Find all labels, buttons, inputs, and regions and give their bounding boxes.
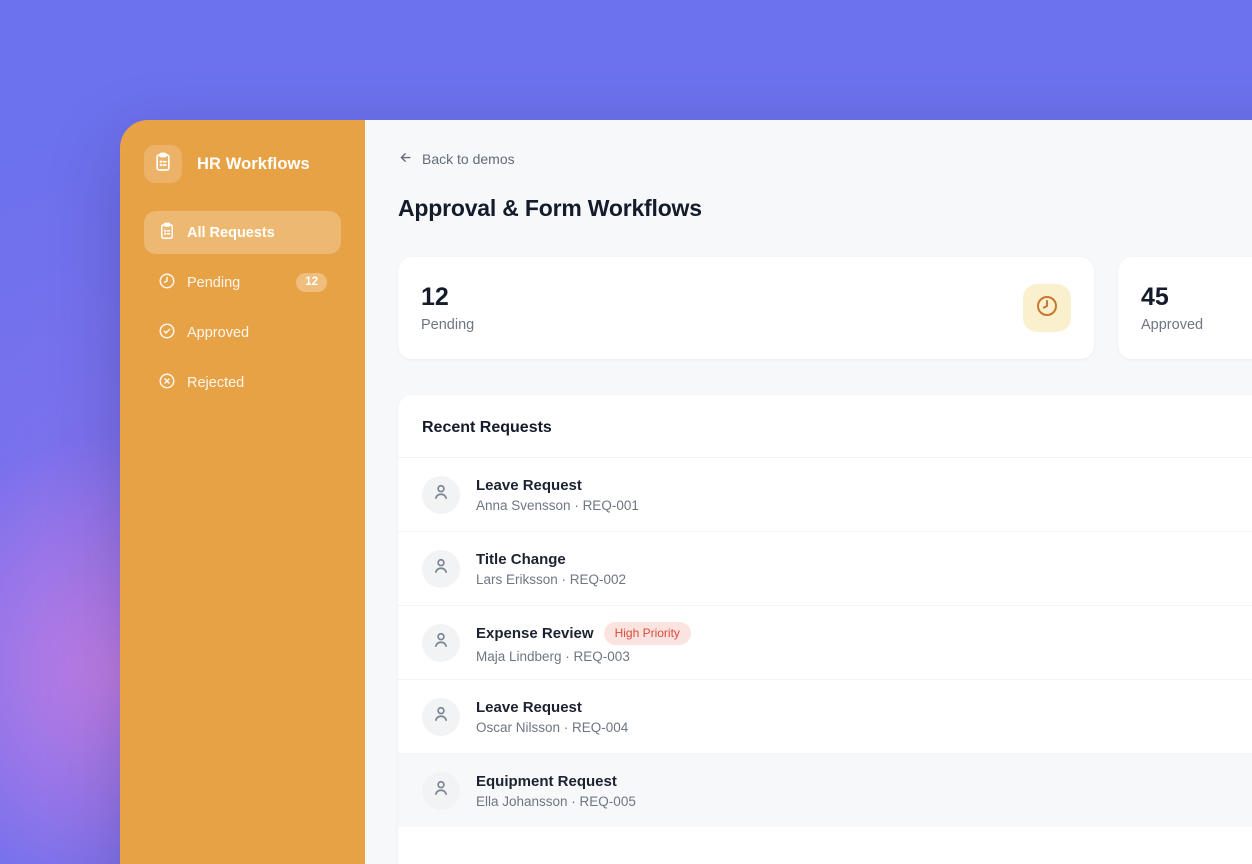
request-title: Leave Request bbox=[476, 698, 582, 716]
app-window: HR Workflows All Requests bbox=[120, 120, 1252, 864]
request-subtitle: Maja Lindberg · REQ-003 bbox=[476, 648, 630, 664]
user-icon bbox=[431, 630, 451, 655]
request-title: Title Change bbox=[476, 550, 566, 568]
request-subtitle: Oscar Nilsson · REQ-004 bbox=[476, 719, 629, 735]
avatar bbox=[422, 475, 460, 514]
request-title: Expense Review bbox=[476, 624, 594, 642]
stat-text: 12 Pending bbox=[421, 283, 474, 333]
request-subtitle: Anna Svensson · REQ-001 bbox=[476, 497, 639, 513]
request-row-req-003[interactable]: Expense Review High Priority Maja Lindbe… bbox=[398, 605, 1252, 679]
request-row-req-002[interactable]: Title Change Lars Eriksson · REQ-002 bbox=[398, 531, 1252, 605]
stat-value: 45 bbox=[1141, 283, 1169, 311]
sidebar-item-rejected[interactable]: Rejected bbox=[144, 361, 341, 404]
stat-label: Pending bbox=[421, 317, 475, 333]
avatar bbox=[422, 697, 460, 736]
stat-card-pending: 12 Pending bbox=[398, 257, 1094, 359]
avatar bbox=[422, 549, 460, 588]
request-title: Equipment Request bbox=[476, 772, 617, 790]
sidebar-item-pending[interactable]: Pending 12 bbox=[144, 261, 341, 304]
brand-title: HR Workflows bbox=[197, 154, 310, 173]
high-priority-badge: High Priority bbox=[603, 621, 691, 645]
user-icon bbox=[431, 704, 451, 729]
arrow-left-icon bbox=[398, 150, 413, 168]
request-row-text: Equipment Request Ella Johansson · REQ-0… bbox=[476, 773, 636, 809]
user-icon bbox=[431, 482, 451, 507]
sidebar-item-label: Approved bbox=[187, 324, 250, 341]
avatar bbox=[422, 623, 460, 662]
check-circle-icon bbox=[158, 322, 176, 344]
avatar bbox=[422, 771, 460, 810]
page-title: Approval & Form Workflows bbox=[398, 195, 702, 221]
recent-requests-card: Recent Requests Leave Request Anna Svens… bbox=[398, 395, 1252, 864]
sidebar-item-label: All Requests bbox=[187, 224, 275, 241]
request-row-text: Leave Request Oscar Nilsson · REQ-004 bbox=[476, 699, 628, 735]
request-row-req-005[interactable]: Equipment Request Ella Johansson · REQ-0… bbox=[398, 753, 1252, 827]
request-row-text: Title Change Lars Eriksson · REQ-002 bbox=[476, 551, 626, 587]
stat-iconbox bbox=[1023, 284, 1071, 332]
stat-value: 12 bbox=[421, 283, 449, 311]
x-circle-icon bbox=[158, 372, 176, 394]
sidebar-item-label: Rejected bbox=[187, 374, 245, 391]
clipboard-list-icon bbox=[153, 152, 173, 177]
request-subtitle: Lars Eriksson · REQ-002 bbox=[476, 571, 627, 587]
stat-text: 45 Approved bbox=[1141, 283, 1203, 333]
user-icon bbox=[431, 778, 451, 803]
stats-row: 12 Pending 45 Approved bbox=[398, 257, 1252, 359]
request-row-text: Expense Review High Priority Maja Lindbe… bbox=[476, 621, 691, 664]
clipboard-list-icon bbox=[158, 222, 176, 244]
sidebar-nav: All Requests Pending 12 bbox=[144, 211, 341, 404]
stat-label: Approved bbox=[1141, 317, 1204, 333]
request-title: Leave Request bbox=[476, 476, 582, 494]
stat-card-approved: 45 Approved bbox=[1118, 257, 1252, 359]
request-row-req-004[interactable]: Leave Request Oscar Nilsson · REQ-004 bbox=[398, 679, 1252, 753]
clock-icon bbox=[158, 272, 176, 294]
pending-count-badge: 12 bbox=[296, 272, 327, 293]
main-content: Back to demos Approval & Form Workflows … bbox=[365, 120, 1252, 864]
clock-icon bbox=[1035, 294, 1059, 323]
back-link-label: Back to demos bbox=[422, 151, 515, 167]
request-row-req-001[interactable]: Leave Request Anna Svensson · REQ-001 bbox=[398, 457, 1252, 531]
brand: HR Workflows bbox=[144, 145, 341, 183]
recent-requests-title: Recent Requests bbox=[422, 419, 552, 436]
request-row-text: Leave Request Anna Svensson · REQ-001 bbox=[476, 477, 639, 513]
sidebar-item-label: Pending bbox=[187, 274, 241, 291]
user-icon bbox=[431, 556, 451, 581]
request-subtitle: Ella Johansson · REQ-005 bbox=[476, 793, 636, 809]
sidebar-item-approved[interactable]: Approved bbox=[144, 311, 341, 354]
sidebar: HR Workflows All Requests bbox=[120, 120, 365, 864]
back-to-demos-link[interactable]: Back to demos bbox=[398, 150, 515, 168]
brand-iconbox bbox=[144, 145, 182, 183]
sidebar-item-all-requests[interactable]: All Requests bbox=[144, 211, 341, 254]
